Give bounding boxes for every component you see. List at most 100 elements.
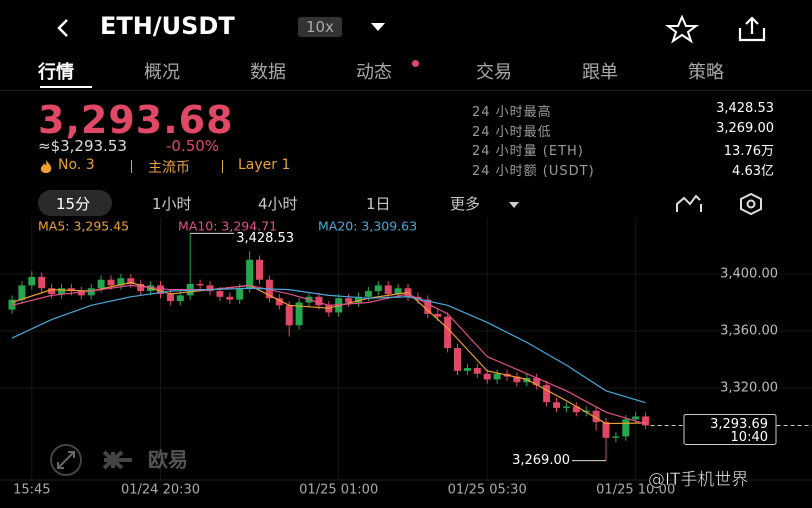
fire-icon — [40, 160, 52, 173]
candle-body — [325, 305, 333, 313]
tab[interactable]: 动态 — [356, 62, 392, 83]
candle-body — [196, 283, 204, 286]
candle-body — [523, 377, 531, 383]
stat-value: 13.76万 — [723, 144, 774, 159]
indicator-button[interactable] — [674, 192, 704, 216]
chart-background — [0, 218, 812, 508]
tag[interactable]: Layer 1 — [238, 157, 291, 173]
legend-entry: MA5: 3,295.45 — [38, 219, 129, 234]
interval[interactable]: 1小时 — [152, 195, 192, 213]
candle-body — [355, 296, 362, 303]
candle-body — [256, 259, 263, 280]
last-price-label: 3,293.69 — [710, 417, 768, 432]
candle-body — [374, 285, 382, 292]
candle-body — [364, 291, 372, 297]
ma-line — [11, 281, 646, 425]
annotation: 3,428.53 — [236, 231, 294, 246]
candle-body — [315, 296, 323, 306]
last-price-box — [683, 413, 777, 445]
candle-body — [87, 288, 95, 296]
y-tick-label: 3,360.00 — [720, 323, 778, 338]
tab[interactable]: 数据 — [250, 62, 286, 83]
interval[interactable]: 更多 — [450, 195, 481, 213]
candle-body — [622, 419, 630, 437]
x-tick-label: 01/24 20:30 — [121, 483, 200, 498]
interval[interactable]: 15分 — [56, 195, 91, 213]
candle-body — [67, 288, 75, 292]
credit-watermark: @IT手机世界 — [648, 470, 748, 490]
interval[interactable]: 4小时 — [258, 195, 298, 213]
candle-body — [444, 316, 452, 349]
stat-label: 24 小时最高 — [472, 105, 552, 120]
candle-body — [642, 416, 650, 426]
last-price-time: 10:40 — [731, 430, 768, 445]
candle-body — [612, 436, 620, 438]
tab[interactable]: 跟单 — [582, 62, 618, 83]
candle-body — [414, 296, 422, 300]
back-button[interactable] — [52, 16, 76, 40]
candle-body — [473, 368, 481, 374]
x-tick-label: 01/25 05:30 — [448, 483, 527, 498]
rank: No. 3 — [58, 157, 95, 173]
y-tick-label: 3,400.00 — [720, 266, 778, 281]
usd-price: ≈$3,293.53 — [38, 137, 127, 155]
candle-body — [295, 302, 303, 326]
logo-mark — [102, 450, 132, 470]
logo-text: 欧易 — [148, 448, 188, 472]
settings-button[interactable] — [736, 191, 766, 217]
candle-body — [166, 293, 174, 302]
stat-label: 24 小时量 (ETH) — [472, 144, 584, 159]
interval[interactable]: 1日 — [366, 195, 391, 213]
candle-body — [48, 288, 56, 294]
candle-body — [18, 285, 26, 300]
tab[interactable]: 策略 — [688, 62, 724, 83]
stat-value: 3,428.53 — [716, 101, 774, 116]
candle-body — [424, 299, 432, 314]
expand-icon[interactable] — [50, 444, 82, 476]
candle-body — [345, 298, 353, 303]
separator — [131, 160, 132, 173]
pair-dropdown[interactable] — [368, 20, 388, 34]
candle-body — [117, 278, 125, 286]
candle-body — [58, 288, 65, 294]
candle-body — [632, 416, 640, 420]
pair-title: ETH/USDT — [100, 12, 235, 40]
legend-entry: MA10: 3,294.71 — [178, 219, 277, 234]
candle-body — [493, 373, 501, 380]
candle-body — [107, 279, 115, 286]
divider — [0, 90, 812, 91]
candle-body — [157, 285, 164, 294]
more-dropdown[interactable] — [506, 200, 522, 210]
candle-body — [127, 278, 135, 284]
candle-body — [176, 295, 184, 302]
candle-body — [226, 296, 234, 300]
tab[interactable]: 交易 — [476, 62, 512, 83]
ma-line — [11, 284, 646, 425]
candle-body — [582, 410, 590, 413]
candle-body — [8, 299, 16, 310]
interval-pill — [38, 190, 112, 216]
leverage-badge[interactable]: 10x — [298, 17, 342, 37]
stat-label: 24 小时额 (USDT) — [472, 163, 595, 179]
ma-line — [11, 287, 646, 404]
candle-body — [463, 368, 471, 371]
share-button[interactable] — [734, 14, 770, 44]
candle-body — [572, 406, 580, 413]
active-tab-underline — [40, 86, 92, 88]
candle-body — [38, 276, 46, 289]
candle-body — [543, 385, 551, 403]
x-tick-label: 01/25 01:00 — [299, 483, 378, 498]
candle-body — [285, 305, 293, 326]
candle-body — [533, 377, 541, 386]
stat-value: 4.63亿 — [732, 163, 774, 179]
tag[interactable]: 主流币 — [148, 160, 190, 176]
favorite-button[interactable] — [664, 14, 700, 44]
annotation: 3,269.00 — [512, 453, 570, 468]
stat-value: 3,269.00 — [716, 120, 774, 136]
tab[interactable]: 概况 — [144, 62, 180, 83]
last-price: 3,293.68 — [38, 98, 234, 142]
x-tick-label: 15:45 — [13, 483, 50, 498]
candle-body — [28, 276, 36, 286]
candle-body — [434, 313, 442, 317]
tab[interactable]: 行情 — [38, 62, 74, 83]
